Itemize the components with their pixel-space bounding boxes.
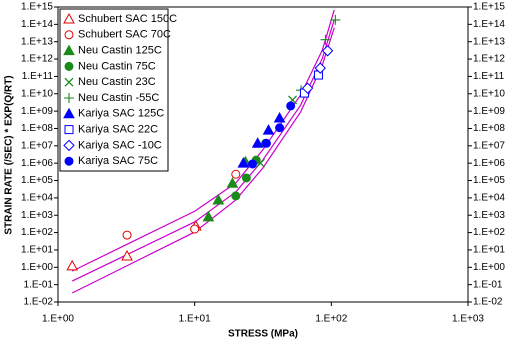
- y-tick-label: 1.E-02: [24, 297, 54, 308]
- legend-marker: [63, 107, 75, 119]
- marker: [314, 62, 326, 74]
- marker: [261, 138, 271, 148]
- y2-tick-label: 1.E+15: [473, 2, 505, 13]
- y2-tick-label: 1.E+13: [473, 36, 505, 47]
- marker: [212, 193, 225, 205]
- y-tick-label: 1.E+15: [21, 2, 53, 13]
- marker: [66, 259, 79, 271]
- legend-label: Schubert SAC 150C: [78, 13, 177, 25]
- y2-tick-label: 1.E+00: [473, 262, 505, 273]
- legend-marker: [63, 12, 75, 24]
- fit-curve: [71, 9, 335, 272]
- y-axis-title: STRAIN RATE (/SEC) * EXP(Q/RT): [4, 75, 15, 234]
- x-tick-label: 1.E+02: [315, 314, 347, 325]
- legend: Schubert SAC 150C Schubert SAC 70C Neu Cas…: [59, 8, 177, 172]
- y-tick-label: 1.E+13: [21, 36, 53, 47]
- legend-marker: [64, 156, 74, 166]
- legend-box: [59, 8, 169, 172]
- marker: [262, 124, 275, 135]
- marker: [330, 14, 341, 25]
- marker: [273, 111, 286, 123]
- y-tick-label: 1.E-01: [24, 279, 54, 290]
- y-tick-label: 1.E+01: [21, 245, 53, 256]
- x-tick-label: 1.E+03: [452, 314, 484, 325]
- marker: [256, 158, 265, 168]
- y2-tick-label: 1.E+11: [473, 71, 505, 82]
- legend-label: Kariya SAC 125C: [78, 108, 164, 120]
- y-tick-label: 1.E+09: [21, 106, 53, 117]
- y2-tick-label: 1.E+10: [473, 88, 505, 99]
- legend-marker: [64, 61, 74, 71]
- legend-marker: [64, 93, 74, 103]
- marker: [122, 230, 132, 240]
- y-tick-label: 1.E+00: [21, 262, 53, 273]
- y2-tick-label: 1.E+02: [473, 227, 505, 238]
- y-tick-label: 1.E+08: [21, 123, 53, 134]
- marker: [275, 123, 285, 133]
- y-tick-label: 1.E+02: [21, 227, 53, 238]
- marker: [237, 157, 250, 168]
- y2-tick-label: 1.E+12: [473, 54, 505, 65]
- y-tick-label: 1.E+11: [22, 71, 54, 82]
- legend-label: Kariya SAC -10C: [78, 139, 162, 151]
- marker: [320, 34, 331, 45]
- y-tick-label: 1.E+05: [21, 175, 53, 186]
- marker: [231, 191, 241, 201]
- y2-tick-label: 1.E+07: [473, 140, 505, 151]
- legend-label: Neu Castin -55C: [78, 92, 159, 104]
- x-axis-title: STRESS (MPa): [228, 329, 298, 340]
- y2-tick-label: 1.E+06: [473, 158, 505, 169]
- marker: [241, 173, 251, 183]
- y2-tick-label: 1.E+14: [473, 19, 505, 30]
- legend-label: Schubert SAC 70C: [78, 29, 171, 41]
- legend-label: Kariya SAC 22C: [78, 124, 158, 136]
- marker: [226, 177, 239, 188]
- legend-label: Neu Castin 23C: [78, 76, 156, 88]
- marker: [248, 159, 258, 169]
- y2-tick-label: 1.E+08: [473, 123, 505, 134]
- legend-label: Neu Castin 125C: [78, 45, 162, 57]
- legend-marker: [64, 125, 74, 135]
- y2-tick-label: 1.E+05: [473, 175, 505, 186]
- marker: [321, 45, 334, 57]
- y2-tick-label: 1.E-01: [473, 279, 503, 290]
- marker: [231, 169, 241, 179]
- y-tick-label: 1.E+14: [21, 19, 53, 30]
- y-tick-label: 1.E+07: [21, 140, 53, 151]
- marker: [301, 82, 314, 94]
- legend-marker: [64, 77, 74, 87]
- legend-marker: [63, 139, 75, 152]
- y-tick-label: 1.E+12: [21, 54, 53, 65]
- legend-marker: [63, 44, 75, 56]
- y-tick-label: 1.E+10: [21, 88, 53, 99]
- legend-label: Neu Castin 75C: [78, 60, 156, 72]
- y2-tick-label: 1.E+03: [473, 210, 505, 221]
- marker: [190, 224, 200, 234]
- x-tick-label: 1.E+01: [179, 314, 211, 325]
- y2-tick-label: 1.E-02: [473, 297, 503, 308]
- marker: [202, 210, 215, 222]
- y-tick-label: 1.E+06: [21, 158, 53, 169]
- legend-label: Kariya SAC 75C: [78, 155, 158, 167]
- y-tick-label: 1.E+03: [21, 210, 53, 221]
- y2-tick-label: 1.E+04: [473, 193, 505, 204]
- y-tick-label: 1.E+04: [21, 193, 53, 204]
- marker: [286, 101, 296, 111]
- marker: [251, 137, 264, 148]
- y2-tick-label: 1.E+01: [473, 245, 505, 256]
- x-tick-label: 1.E+00: [42, 314, 74, 325]
- legend-marker: [64, 30, 74, 40]
- y2-tick-label: 1.E+09: [473, 106, 505, 117]
- marker: [121, 249, 133, 261]
